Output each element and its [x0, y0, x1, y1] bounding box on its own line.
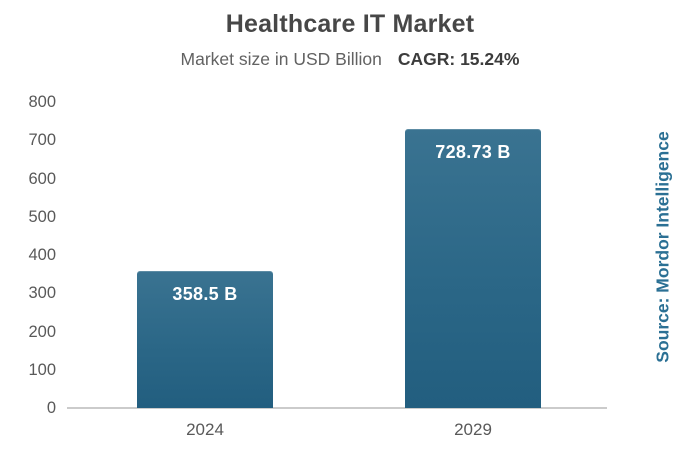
x-category-label: 2024	[186, 420, 224, 439]
y-tick-label: 800	[28, 93, 56, 111]
y-tick-label: 0	[46, 399, 56, 417]
bar-value-label: 358.5 B	[172, 283, 238, 304]
y-tick-label: 200	[28, 322, 56, 341]
source-caption: Source: Mordor Intelligence	[652, 131, 673, 363]
x-category-label: 2029	[454, 420, 492, 439]
x-axis-line	[67, 407, 607, 409]
chart-title: Healthcare IT Market	[225, 10, 475, 38]
y-tick-label: 400	[28, 246, 56, 264]
chart-subtitle: Market size in USD Billion	[180, 49, 382, 69]
y-tick-label: 700	[28, 131, 56, 150]
y-tick-label: 100	[28, 360, 56, 379]
bar-2029: 728.73 B	[405, 129, 541, 408]
bar-value-label: 728.73 B	[435, 142, 511, 163]
y-tick-label: 300	[28, 284, 56, 303]
y-tick-label: 500	[28, 207, 56, 226]
y-tick-label: 600	[28, 169, 56, 188]
cagr-annotation: CAGR: 15.24%	[397, 49, 520, 69]
chart-subtitle-row: Market size in USD Billion CAGR: 15.24%	[0, 49, 700, 70]
bar-2024: 358.5 B	[137, 270, 273, 408]
